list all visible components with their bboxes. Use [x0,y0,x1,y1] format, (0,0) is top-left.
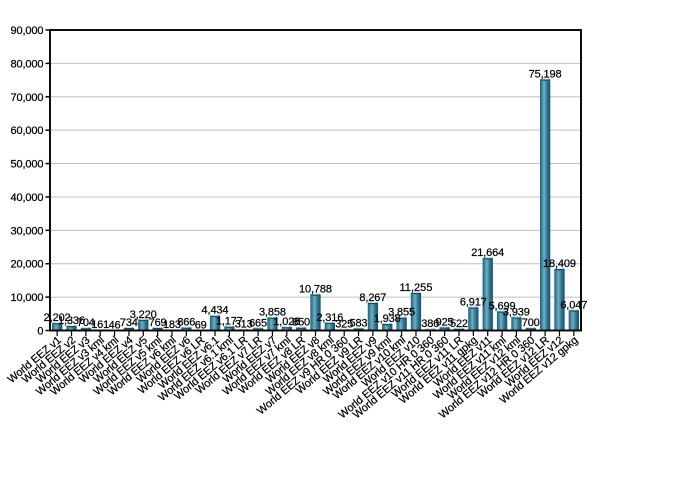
svg-text:704: 704 [77,317,95,329]
svg-text:1,938: 1,938 [374,313,401,325]
svg-text:18,409: 18,409 [543,258,576,270]
svg-text:313: 313 [235,318,253,330]
svg-text:1,028: 1,028 [273,316,300,328]
svg-text:3,220: 3,220 [130,309,157,321]
svg-text:11,255: 11,255 [399,282,432,294]
svg-text:386: 386 [421,318,439,330]
svg-text:2,316: 2,316 [316,312,343,324]
svg-text:50,000: 50,000 [11,159,44,171]
svg-text:75,198: 75,198 [529,68,562,80]
svg-text:734: 734 [120,317,138,329]
svg-text:10,788: 10,788 [299,283,332,295]
svg-text:3,855: 3,855 [388,307,415,319]
svg-text:4,434: 4,434 [202,305,229,317]
svg-text:850: 850 [292,317,310,329]
svg-text:6,917: 6,917 [460,296,487,308]
svg-text:69: 69 [195,319,207,331]
svg-text:583: 583 [350,318,368,330]
svg-text:1,336: 1,336 [58,315,85,327]
svg-text:183: 183 [163,319,181,331]
svg-text:1,177: 1,177 [216,316,243,328]
svg-text:769: 769 [149,317,167,329]
svg-text:80,000: 80,000 [11,58,44,70]
svg-text:161: 161 [91,319,109,331]
svg-text:665: 665 [249,317,267,329]
svg-text:60,000: 60,000 [11,125,44,137]
svg-text:6,047: 6,047 [560,299,587,311]
svg-text:20,000: 20,000 [11,259,44,271]
svg-text:2,202: 2,202 [44,312,71,324]
svg-text:866: 866 [177,317,195,329]
svg-text:30,000: 30,000 [11,225,44,237]
svg-text:325: 325 [335,318,353,330]
svg-text:700: 700 [522,317,540,329]
svg-text:925: 925 [436,316,454,328]
svg-text:0: 0 [37,326,43,338]
svg-text:3,939: 3,939 [503,306,530,318]
svg-text:10,000: 10,000 [11,292,44,304]
svg-text:40,000: 40,000 [11,192,44,204]
svg-text:21,664: 21,664 [471,247,504,259]
svg-text:46: 46 [109,319,121,331]
svg-text:522: 522 [450,318,468,330]
svg-text:5,699: 5,699 [489,300,516,312]
svg-text:3,858: 3,858 [259,307,286,319]
svg-text:8,267: 8,267 [359,292,386,304]
svg-text:90,000: 90,000 [11,25,44,37]
svg-text:70,000: 70,000 [11,92,44,104]
